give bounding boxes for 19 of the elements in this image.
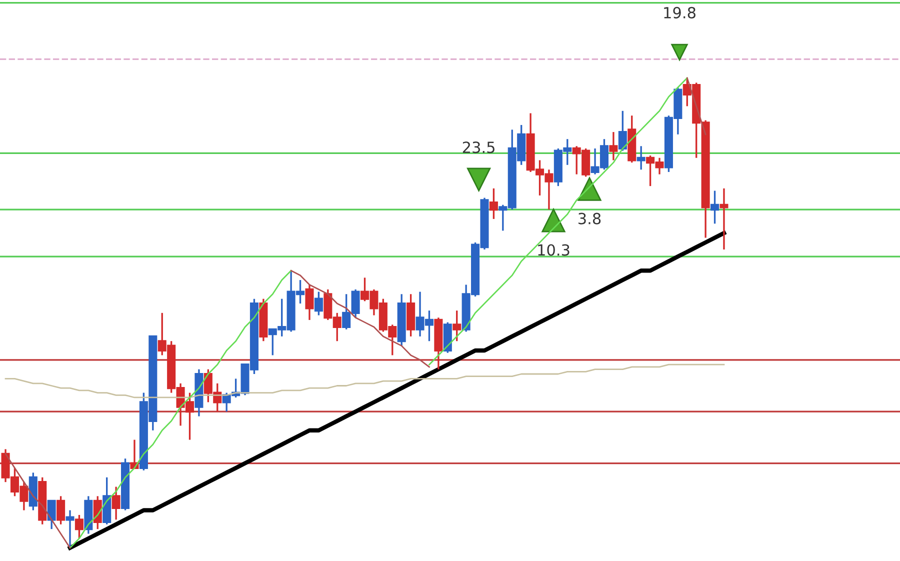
candlestick	[618, 110, 627, 152]
text: 19.8	[664, 6, 696, 18]
candlestick	[452, 310, 462, 342]
candlestick	[710, 190, 720, 224]
candlestick	[47, 500, 56, 530]
candlestick	[56, 495, 66, 526]
candlestick	[305, 284, 314, 321]
candlestick	[720, 188, 728, 250]
annotation: 23.5	[462, 142, 494, 154]
annotation: 3.8	[578, 212, 601, 224]
candlestick	[636, 145, 646, 170]
candlestick	[112, 486, 120, 520]
annotation: 10.3	[538, 244, 570, 256]
candlestick	[66, 509, 74, 549]
candlestick	[74, 514, 84, 540]
candlestick	[489, 188, 498, 220]
candlestick	[609, 131, 618, 162]
candlestick	[93, 495, 102, 530]
candlestick	[314, 290, 323, 316]
